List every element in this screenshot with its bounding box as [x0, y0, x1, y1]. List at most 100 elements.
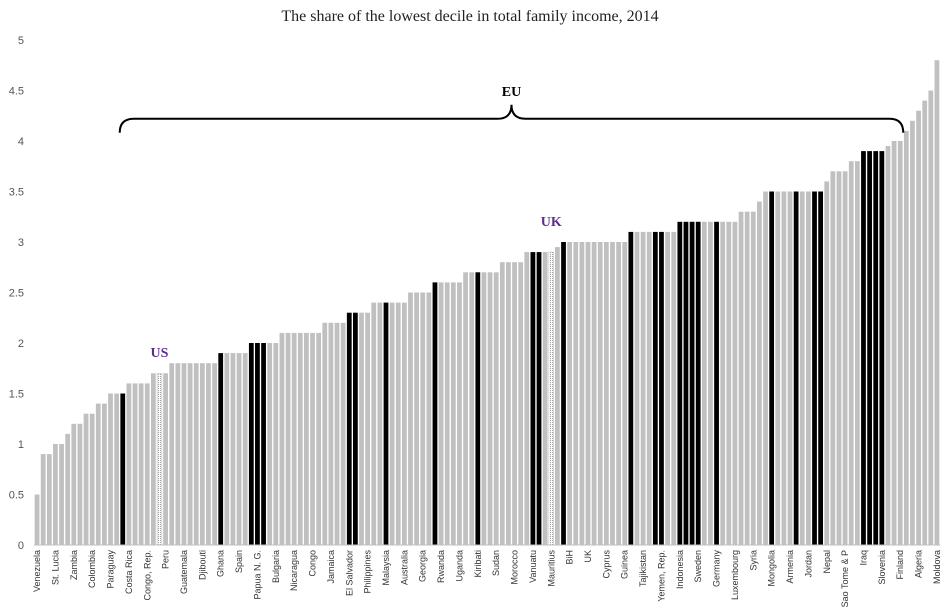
bar [40, 454, 46, 545]
bar [744, 211, 750, 545]
bar [169, 363, 175, 545]
bar [328, 322, 334, 545]
bar [156, 373, 163, 546]
bar [353, 312, 358, 545]
bar [120, 393, 126, 545]
eu-brace-path [118, 104, 905, 133]
x-tick-label: Morocco [510, 550, 520, 585]
bar [799, 191, 805, 545]
bar [867, 151, 872, 545]
bar [701, 221, 707, 546]
bar [487, 272, 493, 545]
bars [34, 60, 940, 546]
bar [665, 231, 670, 545]
bar [310, 332, 315, 545]
bar [897, 141, 903, 545]
bar [261, 343, 266, 545]
bar [426, 292, 432, 545]
x-tick-label: Guatemala [179, 550, 189, 594]
bar [181, 363, 187, 545]
bar [432, 282, 438, 545]
bar [95, 403, 101, 545]
bar [218, 353, 224, 545]
x-tick-label: Colombia [87, 550, 97, 588]
bar [224, 353, 230, 545]
bar [934, 60, 940, 545]
bar [114, 393, 120, 545]
x-tick-label: Australia [399, 550, 409, 585]
y-tick-label: 5 [18, 35, 24, 47]
bar [193, 363, 199, 545]
x-tick-label: Georgia [418, 550, 428, 582]
bar [579, 242, 585, 545]
bar [793, 191, 799, 545]
bar [812, 191, 817, 545]
bar [585, 242, 591, 545]
y-tick-label: 2 [18, 338, 24, 350]
x-tick-label: Moldova [932, 550, 941, 584]
x-tick-label: Guinea [620, 550, 630, 579]
bar [230, 353, 236, 545]
x-tick-label: Malaysia [381, 550, 391, 586]
bar [438, 282, 444, 545]
bar [469, 272, 475, 545]
bar [34, 494, 40, 545]
bar [757, 201, 762, 545]
bar [291, 332, 297, 545]
bar [922, 100, 928, 545]
x-tick-label: Congo [308, 550, 318, 577]
bar [848, 161, 854, 545]
bar [542, 252, 548, 545]
bar [365, 312, 371, 545]
bar [830, 171, 836, 546]
bar [536, 252, 542, 545]
bar [285, 332, 291, 545]
bar [548, 251, 554, 546]
bar [126, 383, 132, 545]
x-tick-label: Cyprus [601, 550, 611, 579]
bar [102, 403, 107, 545]
y-tick-label: 2.5 [9, 288, 24, 300]
x-tick-label: Sao Tome & P [840, 550, 850, 607]
bar [138, 383, 144, 545]
bar [506, 262, 511, 545]
bar [444, 282, 450, 545]
bar [493, 272, 499, 545]
x-tick-label: Jamaica [326, 550, 336, 584]
bar [824, 181, 830, 545]
bar [420, 292, 426, 545]
bar [150, 373, 156, 545]
bar [836, 171, 842, 546]
bar [199, 363, 205, 545]
bar [132, 383, 138, 545]
y-tick-label: 1.5 [9, 389, 24, 401]
bar [389, 302, 395, 545]
x-tick-label: Mauritius [546, 550, 556, 587]
y-tick-label: 4 [18, 136, 24, 148]
x-tick-label: Iraq [858, 550, 868, 566]
bar [267, 343, 273, 545]
x-tick-label: Finland [895, 550, 905, 580]
x-tick-label: Paraguay [106, 550, 116, 589]
bar [77, 423, 83, 545]
bar [787, 191, 793, 545]
x-tick-label: Peru [161, 550, 171, 569]
bar [640, 231, 646, 545]
bar [763, 191, 768, 545]
bar [634, 231, 640, 545]
y-tick-label: 0.5 [9, 490, 24, 502]
bar [561, 242, 566, 545]
bar [187, 363, 193, 545]
bar [316, 332, 322, 545]
annotations: US UK [151, 215, 562, 361]
y-tick-label: 0 [18, 540, 24, 552]
bar [518, 262, 524, 545]
x-tick-label: Syria [748, 550, 758, 571]
bar [377, 302, 383, 545]
bar [714, 221, 719, 546]
bar [738, 211, 744, 545]
bar [475, 272, 481, 545]
bar [555, 247, 560, 546]
bar [603, 242, 609, 545]
